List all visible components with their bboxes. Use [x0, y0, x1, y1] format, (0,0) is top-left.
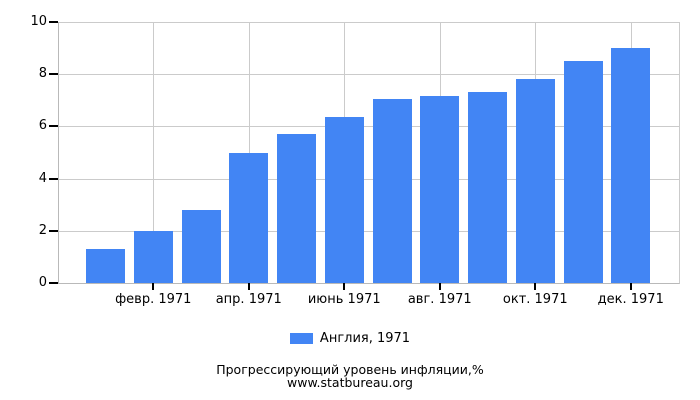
x-axis-tick — [629, 283, 632, 290]
x-axis-label: авг. 1971 — [407, 292, 472, 307]
bar — [324, 117, 364, 283]
chart-title: Прогрессирующий уровень инфляции,% — [216, 362, 484, 377]
bar — [372, 99, 412, 283]
x-axis-tick — [247, 283, 250, 290]
x-axis-label: февр. 1971 — [115, 292, 192, 307]
y-axis-tick — [49, 73, 58, 76]
x-axis-label: июнь 1971 — [307, 292, 381, 307]
x-axis-label: апр. 1971 — [215, 292, 282, 307]
y-axis-label: 2 — [38, 222, 47, 238]
y-gridline — [59, 22, 679, 23]
legend-swatch — [289, 333, 313, 344]
bar — [277, 134, 316, 283]
legend: Англия, 1971 — [0, 331, 700, 346]
x-axis-label: окт. 1971 — [502, 292, 568, 307]
bar — [515, 79, 555, 283]
y-axis-tick — [49, 177, 58, 180]
plot-area: 0 2 4 6 8 10 февр. 1971 апр. 1971 июнь 1971 авг. … — [30, 14, 680, 307]
x-axis-tick — [152, 283, 155, 290]
legend-label: Англия, 1971 — [319, 331, 411, 346]
y-axis-label: 0 — [38, 275, 47, 291]
bar — [563, 61, 603, 283]
bar — [468, 92, 507, 283]
bar — [133, 230, 173, 283]
x-axis-tick — [534, 283, 537, 290]
chart-footer: Прогрессирующий уровень инфляции,% www.s… — [0, 363, 700, 389]
x-axis-tick — [343, 283, 346, 290]
x-axis-tick — [438, 283, 441, 290]
y-gridline — [59, 74, 679, 76]
y-gridline — [59, 126, 679, 128]
y-gridline — [59, 230, 679, 232]
y-axis-tick — [49, 125, 58, 128]
y-axis-label: 6 — [38, 118, 47, 134]
y-gridline — [59, 178, 679, 180]
x-gridline — [153, 22, 155, 283]
y-axis-tick — [49, 229, 58, 232]
x-axis-label: дек. 1971 — [597, 292, 664, 307]
bar — [86, 249, 125, 283]
bar — [229, 152, 269, 283]
source-url: www.statbureau.org — [287, 375, 413, 391]
y-axis-tick — [49, 21, 58, 23]
y-axis-label: 4 — [38, 170, 47, 186]
y-axis-label: 8 — [38, 66, 47, 82]
bar — [181, 209, 221, 283]
bar — [420, 96, 460, 283]
y-axis-tick — [49, 282, 58, 284]
bar — [611, 48, 651, 283]
y-axis-label: 10 — [30, 14, 47, 30]
